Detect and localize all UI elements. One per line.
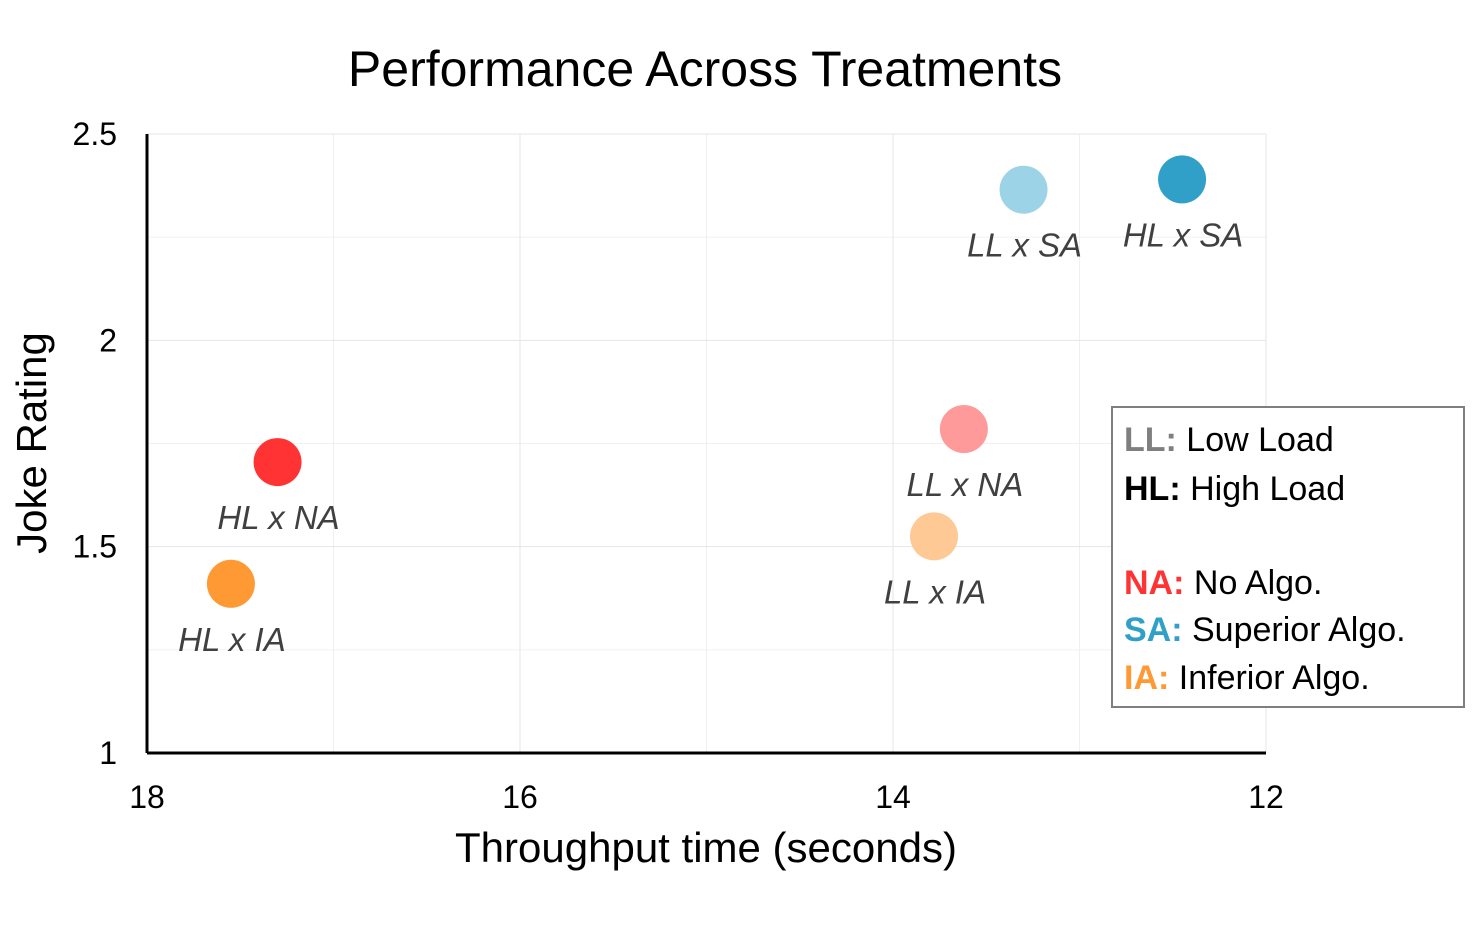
chart-title: Performance Across Treatments <box>348 41 1062 97</box>
legend-entry: NA: No Algo. <box>1124 564 1322 602</box>
axis-layer: 18 16 14 12 2.5 2 1.5 1 <box>73 116 1284 815</box>
scatter-point <box>910 512 959 561</box>
point-labels-layer: HL x SA LL x SA LL x NA HL x NA LL x IA HL x … <box>178 216 1243 657</box>
legend-abbr: NA: <box>1124 564 1184 602</box>
points-layer <box>206 155 1207 608</box>
x-tick-label: 18 <box>129 779 165 815</box>
legend-description: High Load <box>1181 470 1345 508</box>
legend-box <box>1111 406 1465 708</box>
scatter-point <box>939 405 988 454</box>
y-tick-label: 2.5 <box>73 116 117 152</box>
legend-description: Low Load <box>1177 421 1334 459</box>
point-label: HL x SA <box>1123 216 1243 253</box>
scatter-point <box>253 438 302 487</box>
legend-entry: LL: Low Load <box>1124 421 1334 459</box>
point-label: LL x NA <box>906 466 1023 503</box>
scatter-point <box>206 559 255 608</box>
legend-description: Inferior Algo. <box>1169 659 1369 697</box>
point-label: HL x IA <box>178 621 286 658</box>
legend-abbr: HL: <box>1124 470 1181 508</box>
x-tick-label: 16 <box>502 779 538 815</box>
y-tick-label: 1.5 <box>73 529 117 565</box>
legend-description: Superior Algo. <box>1183 611 1406 649</box>
y-axis-title: Joke Rating <box>8 332 55 554</box>
scatter-point <box>1158 155 1207 204</box>
legend-entry: SA: Superior Algo. <box>1124 611 1406 649</box>
y-tick-label: 1 <box>99 735 117 771</box>
point-label: LL x IA <box>884 573 986 610</box>
grid-layer <box>146 133 1267 754</box>
scatter-point <box>999 165 1048 214</box>
x-tick-label: 14 <box>875 779 911 815</box>
point-label: LL x SA <box>967 227 1082 264</box>
legend-entry: HL: High Load <box>1124 470 1345 508</box>
legend-entry: IA: Inferior Algo. <box>1124 659 1370 697</box>
legend-abbr: IA: <box>1124 659 1169 697</box>
x-tick-label: 12 <box>1248 779 1284 815</box>
point-label: HL x NA <box>217 499 339 536</box>
y-tick-label: 2 <box>99 322 117 358</box>
legend-description: No Algo. <box>1184 564 1322 602</box>
legend-abbr: SA: <box>1124 611 1183 649</box>
x-axis-title: Throughput time (seconds) <box>455 824 957 871</box>
legend-abbr: LL: <box>1124 421 1177 459</box>
